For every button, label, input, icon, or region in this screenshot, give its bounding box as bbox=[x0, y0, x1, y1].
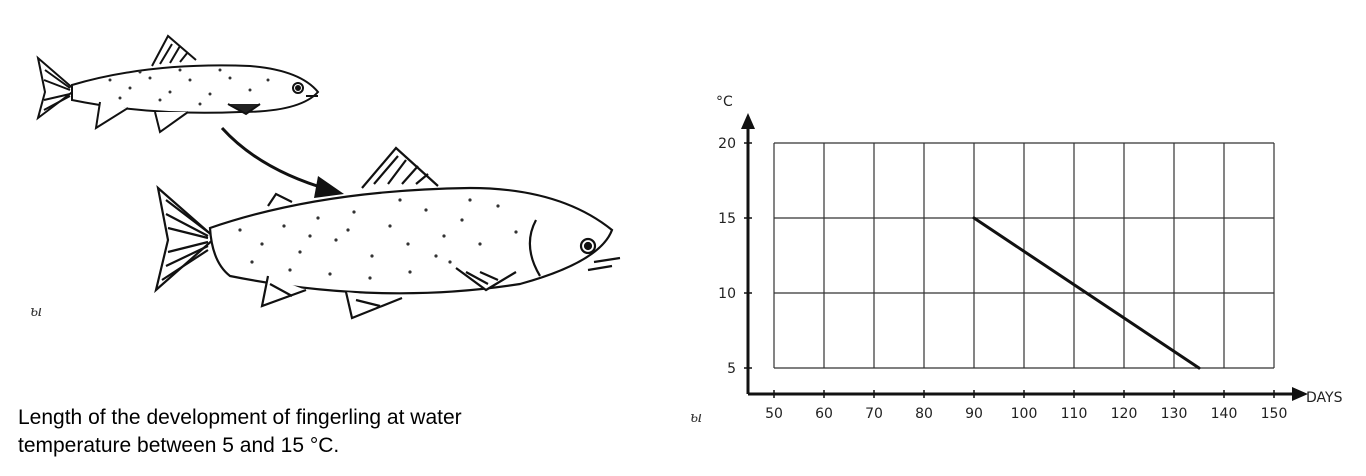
x-tick-label-0: 50 bbox=[765, 406, 783, 422]
x-tick-label-1: 60 bbox=[815, 406, 833, 422]
y-axis-arrowhead bbox=[741, 113, 755, 129]
caption-line-1: Length of the development of fingerling … bbox=[18, 406, 462, 429]
illustrator-signature: ы bbox=[30, 302, 42, 320]
fish-illustration: ы bbox=[30, 34, 621, 320]
x-axis-arrowhead bbox=[1292, 387, 1308, 401]
x-tick-label-7: 120 bbox=[1111, 406, 1138, 422]
x-tick-label-4: 90 bbox=[965, 406, 983, 422]
x-tick-label-6: 110 bbox=[1061, 406, 1088, 422]
caption-line-2: temperature between 5 and 15 °C. bbox=[18, 434, 340, 457]
y-tick-label-1: 10 bbox=[718, 286, 736, 302]
x-tick-label-10: 150 bbox=[1261, 406, 1288, 422]
x-tick-label-2: 70 bbox=[865, 406, 883, 422]
arrow-icon bbox=[220, 126, 344, 198]
x-axis-label: DAYS bbox=[1306, 390, 1343, 406]
figure-caption: Length of the development of fingerling … bbox=[18, 404, 658, 460]
chart-grid bbox=[773, 142, 1275, 369]
x-tick-label-8: 130 bbox=[1161, 406, 1188, 422]
chart-series bbox=[972, 216, 1201, 370]
x-tick-label-5: 100 bbox=[1011, 406, 1038, 422]
series-line-0 bbox=[972, 216, 1201, 370]
y-axis-label: °C bbox=[716, 94, 733, 110]
x-tick-label-3: 80 bbox=[915, 406, 933, 422]
small-fish-icon bbox=[36, 34, 320, 134]
chart-axes bbox=[741, 113, 1308, 401]
chart-ticks: 50 60 70 80 90 100 110 120 130 140 150 5 10 15 20 bbox=[718, 136, 1287, 422]
y-tick-label-0: 5 bbox=[727, 361, 736, 377]
temperature-days-chart: 50 60 70 80 90 100 110 120 130 140 150 5 10 15 20 °C D… bbox=[690, 94, 1343, 426]
large-fish-icon bbox=[154, 146, 621, 320]
y-tick-label-3: 20 bbox=[718, 136, 736, 152]
chart-signature: ы bbox=[690, 408, 702, 426]
x-tick-label-9: 140 bbox=[1211, 406, 1238, 422]
y-tick-label-2: 15 bbox=[718, 211, 736, 227]
